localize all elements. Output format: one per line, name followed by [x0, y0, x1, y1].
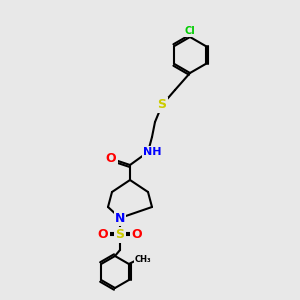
Text: Cl: Cl: [184, 26, 195, 36]
Text: O: O: [98, 229, 108, 242]
Text: O: O: [106, 152, 116, 164]
Text: S: S: [116, 229, 124, 242]
Text: O: O: [132, 229, 142, 242]
Text: N: N: [115, 212, 125, 224]
Text: NH: NH: [143, 147, 161, 157]
Text: CH₃: CH₃: [134, 256, 151, 265]
Text: S: S: [158, 98, 166, 112]
